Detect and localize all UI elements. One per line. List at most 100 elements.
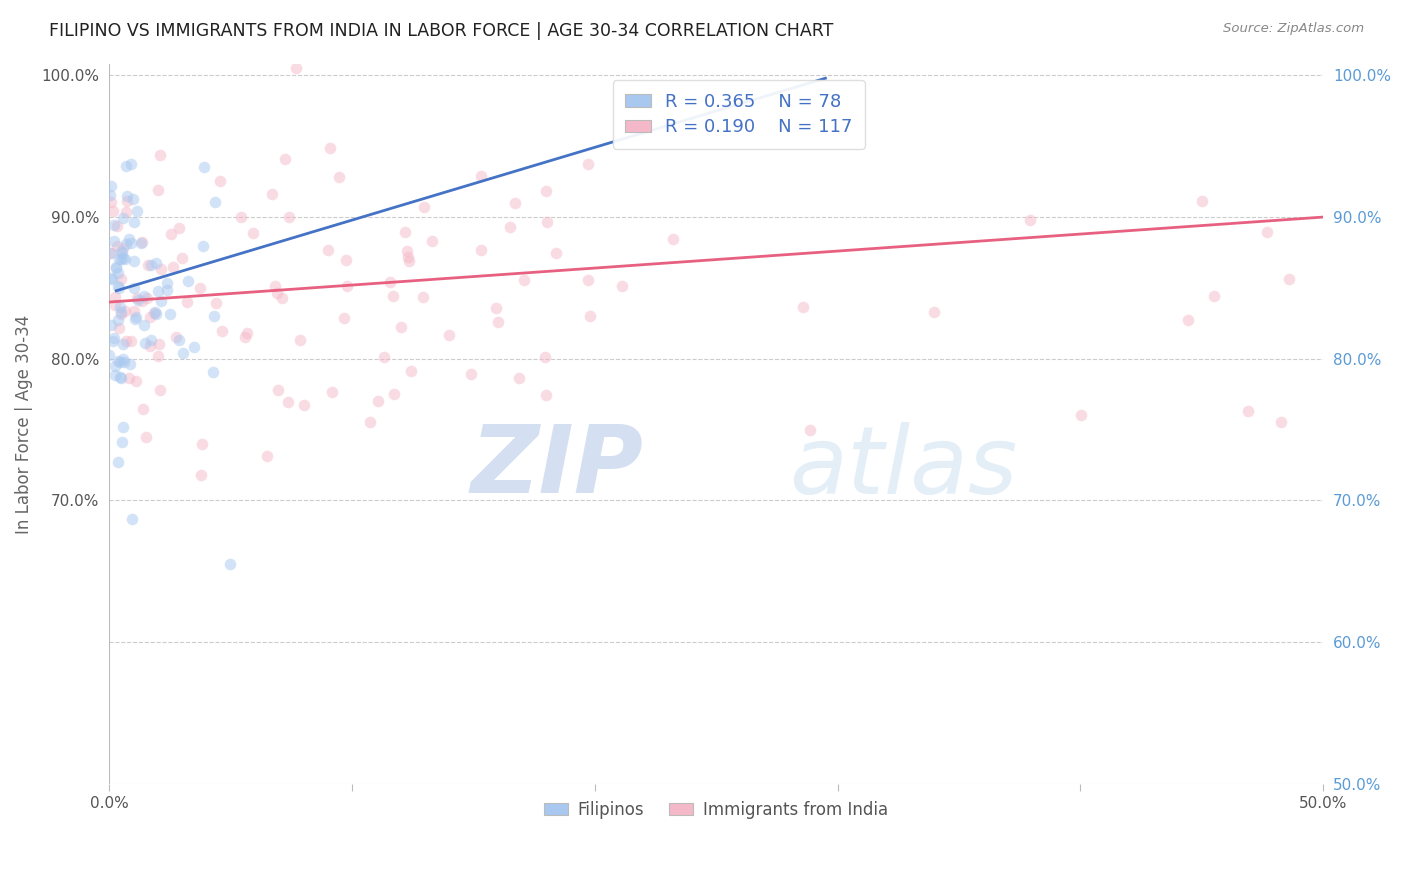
Point [101,334,124,349]
Point [242,226,264,240]
Point [107,353,129,368]
Point [111,336,134,351]
Point [112,355,135,369]
Point [115,189,138,203]
Point [277,210,299,224]
Point [108,369,131,384]
Text: ZIP: ZIP [471,421,644,513]
Point [101,203,124,218]
Point [382,387,405,401]
Point [160,227,183,242]
Point [104,359,127,373]
Point [107,321,129,335]
Point [104,368,127,383]
Point [120,334,142,349]
Point [204,296,226,310]
Point [114,252,136,267]
Point [146,349,169,363]
Point [336,279,359,293]
Point [420,234,443,248]
Point [508,371,530,385]
Point [124,311,146,326]
Point [104,261,127,276]
Point [389,320,412,334]
Point [145,307,167,321]
Point [111,420,134,434]
Point [100,246,122,260]
Point [486,315,509,329]
Point [110,370,132,384]
Point [576,156,599,170]
Point [367,394,389,409]
Point [149,148,172,162]
Point [190,281,212,295]
Point [143,306,166,320]
Point [176,295,198,310]
Point [132,289,155,303]
Legend: Filipinos, Immigrants from India: Filipinos, Immigrants from India [537,795,894,826]
Point [264,278,287,293]
Point [135,430,157,444]
Point [136,258,159,272]
Point [112,351,135,366]
Point [98,348,121,362]
Point [792,300,814,314]
Point [125,291,148,305]
Point [335,253,357,268]
Text: FILIPINO VS IMMIGRANTS FROM INDIA IN LABOR FORCE | AGE 30-34 CORRELATION CHART: FILIPINO VS IMMIGRANTS FROM INDIA IN LAB… [49,22,834,40]
Point [536,185,558,199]
Point [101,272,124,286]
Point [114,303,136,318]
Point [156,276,179,290]
Point [610,279,633,293]
Point [145,256,167,270]
Point [662,232,685,246]
Point [146,284,169,298]
Point [110,304,132,318]
Point [150,294,173,309]
Point [1177,312,1199,326]
Point [460,367,482,381]
Point [190,468,212,483]
Point [209,173,232,187]
Point [412,290,434,304]
Point [122,192,145,206]
Point [176,274,198,288]
Point [143,305,166,319]
Point [1237,404,1260,418]
Point [115,159,138,173]
Point [129,236,152,251]
Point [534,388,557,402]
Point [108,300,131,314]
Point [110,272,132,286]
Point [104,298,127,312]
Point [107,279,129,293]
Point [513,273,536,287]
Point [333,311,356,326]
Point [284,62,307,76]
Point [107,219,129,233]
Point [149,383,172,397]
Point [395,244,418,258]
Point [799,423,821,437]
Point [117,232,139,246]
Point [141,258,163,272]
Point [122,254,145,268]
Point [125,374,148,388]
Point [266,285,288,300]
Point [122,281,145,295]
Point [110,244,132,258]
Point [534,351,557,365]
Point [134,336,156,351]
Point [122,215,145,229]
Y-axis label: In Labor Force | Age 30-34: In Labor Force | Age 30-34 [15,314,32,533]
Point [576,273,599,287]
Point [231,210,253,224]
Point [470,169,492,183]
Point [219,557,242,571]
Point [399,364,422,378]
Point [100,187,122,202]
Point [394,225,416,239]
Point [256,450,278,464]
Point [120,157,142,171]
